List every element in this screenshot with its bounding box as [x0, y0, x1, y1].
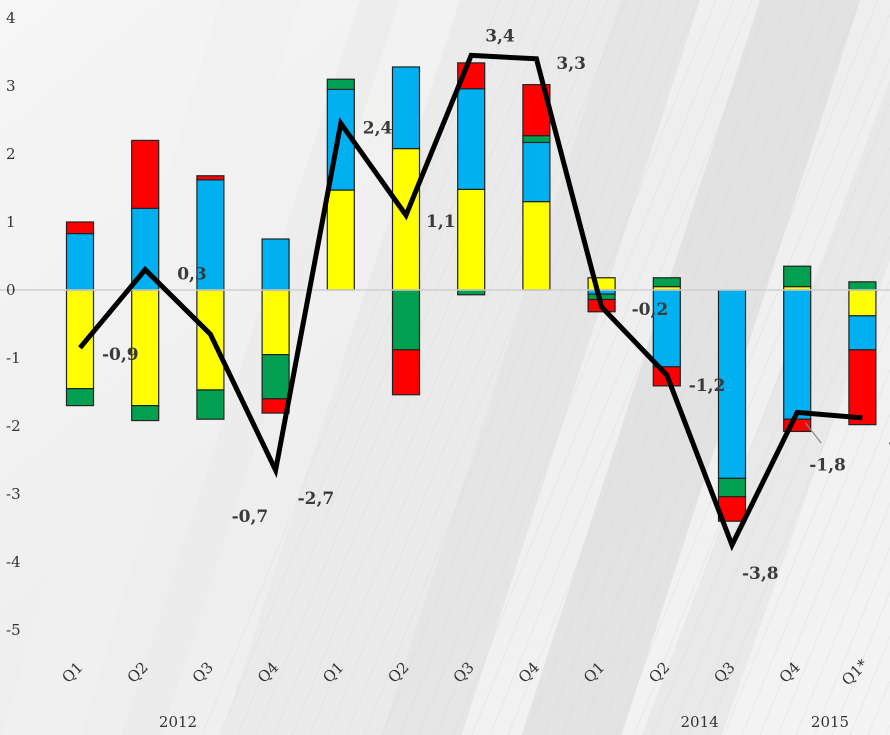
background-hatch: [309, 0, 609, 735]
background-hatch: [471, 0, 771, 735]
bar-segment-red: [65, 221, 95, 235]
background-hatch: [759, 413, 890, 735]
background-hatch: [273, 0, 573, 735]
background-hatch: [345, 0, 645, 735]
bar-segment-yellow: [457, 188, 486, 291]
data-label: 3,3: [556, 54, 586, 74]
bar-segment-blue: [65, 232, 95, 291]
bar-segment-blue: [522, 141, 551, 203]
background-hatch: [417, 0, 717, 735]
background-hatch: [327, 0, 627, 735]
background-band: [221, 0, 620, 735]
y-tick-label: 2: [6, 145, 16, 163]
y-tick-label: 3: [6, 77, 16, 95]
background-hatch: [813, 546, 890, 735]
bar-segment-blue: [848, 315, 877, 351]
y-tick-label: -4: [6, 553, 21, 571]
total-line-path: [78, 52, 863, 552]
bar-segment-yellow: [261, 289, 290, 356]
background-hatch: [561, 0, 861, 735]
background-hatch: [543, 0, 843, 735]
background-hatch: [831, 590, 890, 735]
background-hatch: [399, 0, 699, 735]
bar-segment-blue: [391, 66, 421, 150]
background-hatch: [489, 0, 789, 735]
data-label: 0,3: [177, 265, 207, 285]
background-band: [641, 80, 890, 735]
y-tick-label: -5: [6, 621, 21, 639]
data-label: 2,4: [363, 118, 393, 138]
background-hatch: [237, 0, 537, 735]
data-label: -0,2: [632, 300, 669, 320]
bar-segment-yellow: [522, 201, 551, 291]
bar-segment-green: [522, 135, 551, 144]
background-hatch: [381, 0, 681, 735]
bar-segment-yellow: [65, 289, 95, 390]
year-label: 2015: [811, 713, 849, 731]
bar-segment-green: [131, 405, 160, 422]
bar-segment-green: [783, 265, 812, 288]
y-tick-label: -2: [6, 417, 21, 435]
background-hatch: [777, 457, 890, 735]
bar-segment-yellow: [848, 289, 877, 317]
background-band: [521, 0, 860, 735]
background-hatch: [741, 368, 890, 735]
data-label: 1,1: [426, 212, 456, 232]
label-leader-line: [804, 422, 822, 444]
data-label: -1,8: [809, 455, 846, 475]
bar-segment-yellow: [326, 189, 355, 291]
total-line: [78, 52, 863, 552]
bar-segment-blue: [457, 88, 486, 190]
background-hatch: [435, 0, 735, 735]
year-label: 2012: [159, 713, 197, 731]
stacked-bars: [65, 62, 877, 522]
bar-segment-red: [196, 175, 225, 181]
bar-segment-green: [326, 78, 355, 90]
bar-segment-green: [848, 281, 877, 291]
background-hatch: [615, 57, 890, 735]
y-tick-label: 1: [6, 213, 16, 231]
data-label: -1,2: [689, 376, 726, 396]
data-label: -0,9: [102, 345, 139, 365]
background-hatch: [687, 235, 890, 735]
bar-segment-green: [391, 289, 421, 351]
background-hatch: [363, 0, 663, 735]
bar-segment-green: [196, 389, 225, 420]
bar-segment-red: [391, 349, 421, 396]
background-hatch: [453, 0, 753, 735]
bar-segment-green: [65, 388, 95, 407]
y-tick-label: 4: [6, 9, 16, 27]
background-band: [381, 0, 700, 735]
data-label: -0,7: [232, 507, 269, 527]
year-label: 2014: [681, 713, 719, 731]
y-tick-label: -1: [6, 349, 21, 367]
bar-segment-green: [261, 354, 290, 400]
bar-segment-blue: [261, 238, 290, 291]
background-hatch: [633, 102, 890, 735]
bar-segment-green: [652, 277, 681, 288]
bar-segment-blue: [783, 289, 812, 420]
data-labels: -0,9 0,3 -0,7 -2,7 2,4 1,1 3,4 3,3 -0,2 -1,2 -3,8 -…: [102, 26, 890, 584]
background-hatch: [201, 0, 501, 735]
background-hatch: [669, 191, 890, 735]
data-label: -1: [888, 433, 890, 453]
background-hatch: [795, 501, 890, 735]
bar-segment-red: [848, 349, 877, 426]
data-label: -2,7: [298, 489, 335, 509]
bar-segment-green: [717, 477, 747, 498]
y-tick-label: -3: [6, 485, 21, 503]
data-label: 3,4: [485, 26, 515, 46]
y-tick-label: 0: [6, 281, 16, 299]
data-label: -3,8: [742, 564, 779, 584]
bar-segment-red: [131, 139, 160, 209]
